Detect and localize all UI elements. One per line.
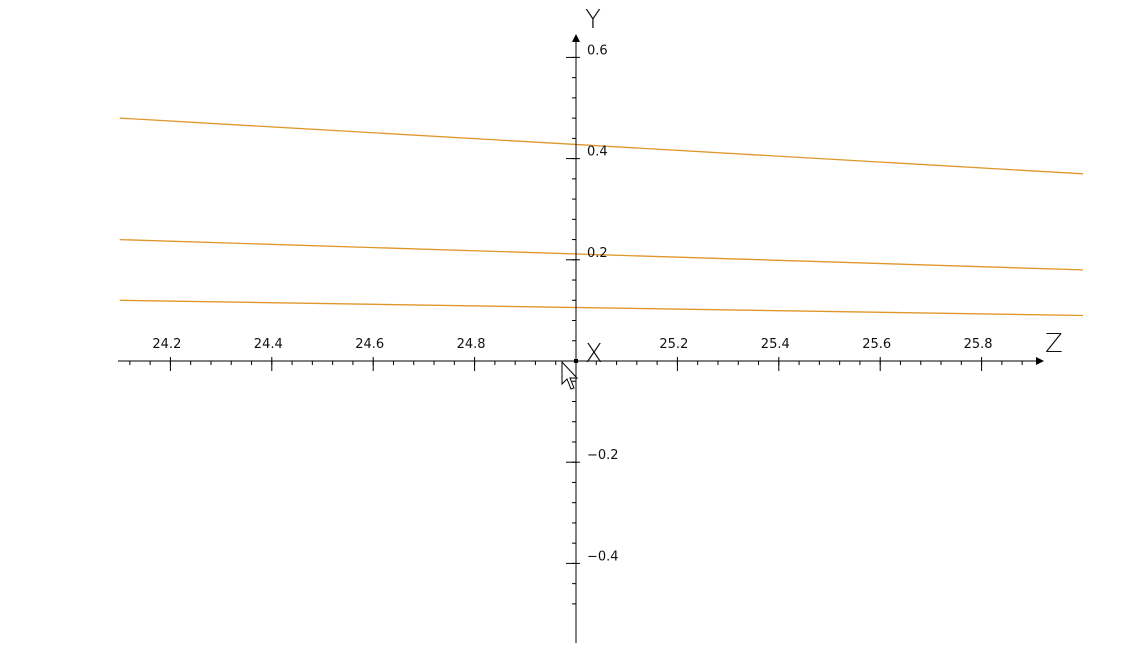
y-tick-label: 0.6 [587, 43, 608, 58]
z-tick-label: 25.2 [659, 337, 688, 352]
z-tick-label: 24.8 [457, 337, 486, 352]
y-tick-label: −0.2 [587, 448, 619, 463]
z-tick-label: 25.6 [862, 337, 891, 352]
z-tick-label: 24.4 [254, 337, 283, 352]
z-tick-label: 25.8 [964, 337, 993, 352]
arrow-cursor-icon [562, 362, 577, 389]
z-tick-label: 24.2 [152, 337, 181, 352]
y-axis-arrow [572, 34, 580, 42]
y-tick-label: 0.4 [587, 145, 608, 160]
y-axis-name: Y [585, 5, 601, 35]
z-tick-label: 25.4 [761, 337, 790, 352]
axes-group: 24.2 24.4 24.6 24.8 25.2 25.4 25.6 25.8 0.6 0.4 0.… [118, 34, 1044, 643]
z-axis-arrow [1036, 357, 1044, 365]
z-axis-name: Z [1045, 329, 1063, 359]
y-tick-label: 0.2 [587, 246, 608, 261]
curve-3 [120, 300, 1083, 315]
y-tick-label: −0.4 [587, 549, 619, 564]
z-tick-label: 24.6 [355, 337, 384, 352]
x-axis-name: X [585, 339, 603, 369]
arrow-cursor-shape [562, 362, 577, 389]
